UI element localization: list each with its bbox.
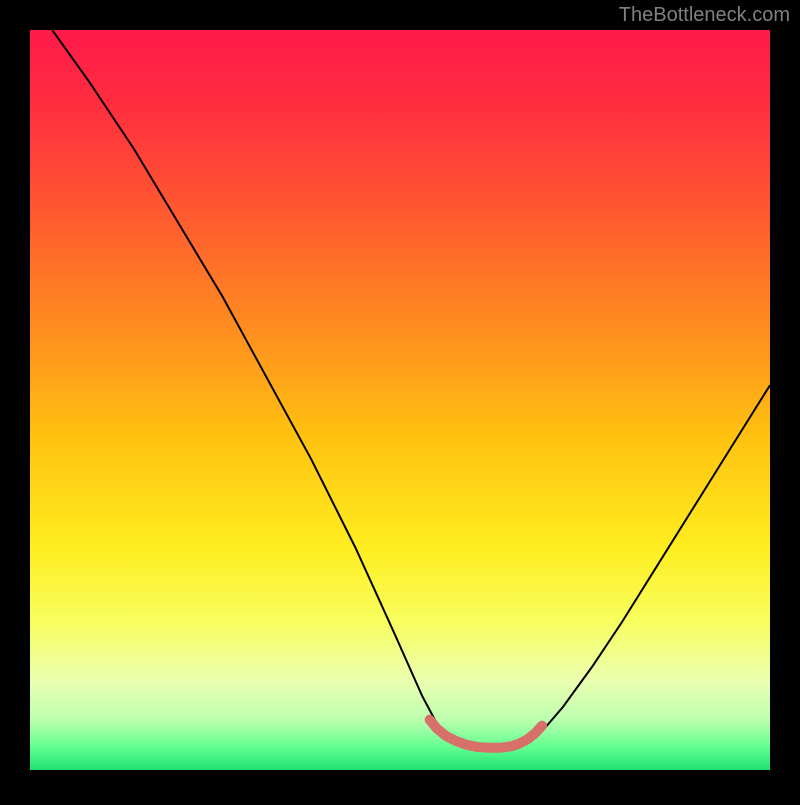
gradient-plot-area	[30, 30, 770, 770]
watermark-text: TheBottleneck.com	[619, 4, 790, 27]
chart-svg	[0, 0, 800, 800]
bottleneck-chart	[0, 0, 800, 800]
